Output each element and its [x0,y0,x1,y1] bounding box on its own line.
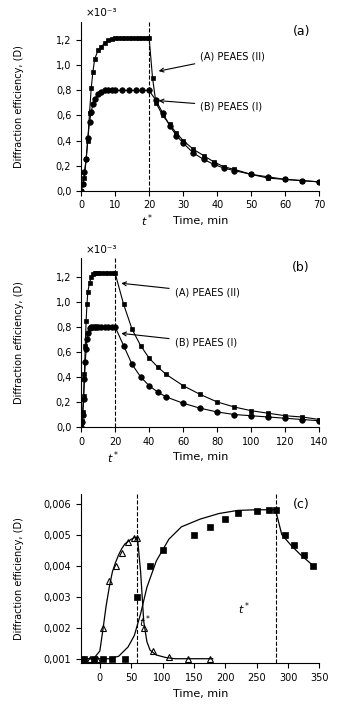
Text: (B) PEAES (I): (B) PEAES (I) [122,332,237,348]
Text: (b): (b) [292,262,310,274]
Y-axis label: Diffraction efficiency, (D): Diffraction efficiency, (D) [14,45,24,168]
Text: (A) PEAES (II): (A) PEAES (II) [122,282,240,298]
X-axis label: Time, min: Time, min [173,452,228,462]
Text: (B) PEAES (I): (B) PEAES (I) [160,99,262,111]
X-axis label: Time, min: Time, min [173,216,228,226]
Text: ×10⁻³: ×10⁻³ [86,245,117,255]
Text: ×10⁻³: ×10⁻³ [86,8,117,18]
Text: $t^*$: $t^*$ [238,600,250,617]
Text: $t^*$: $t^*$ [107,449,120,465]
Text: $t^*$: $t^*$ [140,613,152,629]
Text: (c): (c) [293,498,310,510]
Text: (a): (a) [293,25,310,38]
X-axis label: Time, min: Time, min [173,689,228,699]
Text: (A) PEAES (II): (A) PEAES (II) [160,51,265,72]
Text: $t^*$: $t^*$ [141,213,154,229]
Y-axis label: Diffraction efficiency, (D): Diffraction efficiency, (D) [14,281,24,404]
Y-axis label: Diffraction efficiency, (D): Diffraction efficiency, (D) [14,518,24,641]
